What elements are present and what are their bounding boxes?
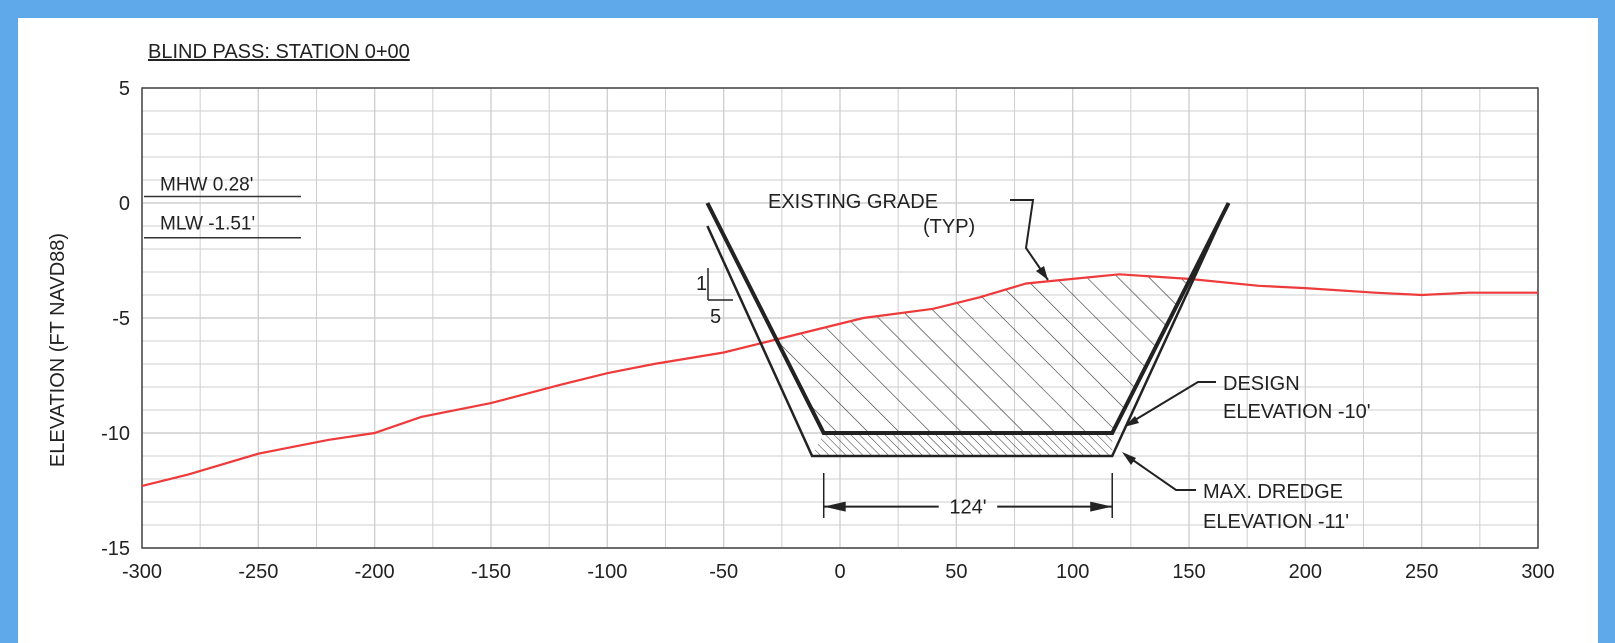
max-dredge-leader [1129,457,1196,491]
x-tick-label: 150 [1172,561,1205,583]
x-tick-label: 250 [1405,561,1438,583]
y-tick-label: -15 [101,538,130,560]
overdredge-hatch [812,433,1113,456]
dimension-arrow-left [823,501,846,512]
x-tick-label: 300 [1521,561,1554,583]
y-tick-label: 5 [119,78,130,100]
x-tick-label: -150 [471,561,511,583]
design-label: DESIGN [1223,373,1300,395]
dredge-hatch [777,274,1189,456]
drawing-frame: -300 -250 -200 -150 -100 -50 0 50 100 150 200 250 30… [18,18,1598,643]
cut-area-hatch [777,274,1189,433]
max-dredge-arrow [1122,452,1136,465]
existing-grade-leader [1010,199,1049,281]
x-tick-label: 100 [1056,561,1089,583]
max-dredge-line [706,202,1230,458]
chart-title: BLIND PASS: STATION 0+00 [148,41,410,63]
x-tick-label: 50 [945,561,967,583]
x-tick-label: -300 [122,561,162,583]
width-label: 124' [949,497,986,519]
dimension-arrow-right [1090,501,1113,512]
plot-border [141,87,1539,549]
annotations: MHW 0.28' MLW -1.51' EXISTING GRADE (TYP) 15… [144,175,1371,533]
slope-run: 5 [710,306,721,328]
x-tick-label: -200 [355,561,395,583]
max-dredge-elevation-label: ELEVATION -11' [1203,511,1349,533]
y-tick-label: 0 [119,193,130,215]
x-tick-label: -250 [238,561,278,583]
x-tick-label: -100 [587,561,627,583]
series-lines [141,202,1538,487]
existing-grade-label: EXISTING GRADE [768,191,938,213]
y-tick-label: -10 [101,423,130,445]
y-axis-label: ELEVATION (FT NAVD88) [47,233,69,467]
slope-rise: 1 [696,273,707,295]
x-tick-label: 0 [834,561,845,583]
mhw-label: MHW 0.28' [160,175,253,196]
cross-section-chart: -300 -250 -200 -150 -100 -50 0 50 100 150 200 250 30… [47,41,1555,583]
x-tick-label: -50 [709,561,738,583]
axis-ticks: -300 -250 -200 -150 -100 -50 0 50 100 150 200 250 30… [101,78,1555,583]
grid-lines [141,87,1539,549]
max-dredge-label: MAX. DREDGE [1203,481,1343,503]
x-tick-label: 200 [1289,561,1322,583]
design-leader [1129,381,1216,424]
existing-grade-arrow [1036,266,1048,280]
design-line [705,202,1231,435]
mlw-label: MLW -1.51' [160,214,255,235]
existing-grade-line [141,273,1538,487]
existing-grade-typ-label: (TYP) [923,216,975,238]
y-tick-label: -5 [112,308,130,330]
design-arrow [1124,416,1139,427]
design-elevation-label: ELEVATION -10' [1223,401,1371,423]
